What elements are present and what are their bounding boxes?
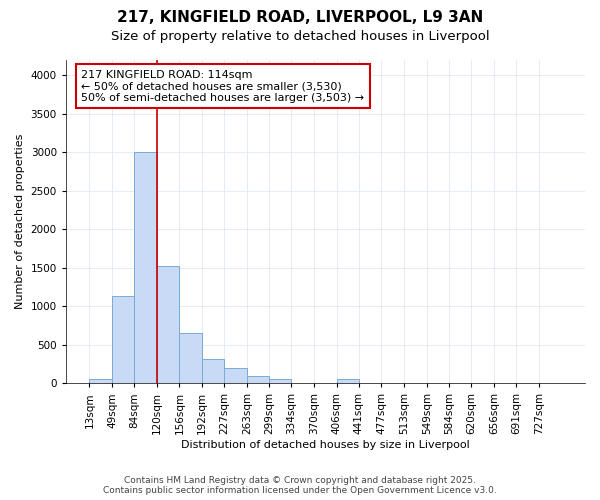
Bar (157, 266, 179, 384)
Bar (179, 334, 202, 384)
Text: Size of property relative to detached houses in Liverpool: Size of property relative to detached ho… (110, 30, 490, 43)
Bar (269, 380, 292, 384)
Text: Contains HM Land Registry data © Crown copyright and database right 2025.
Contai: Contains HM Land Registry data © Crown c… (103, 476, 497, 495)
Text: 217, KINGFIELD ROAD, LIVERPOOL, L9 3AN: 217, KINGFIELD ROAD, LIVERPOOL, L9 3AN (117, 10, 483, 25)
Bar (337, 380, 359, 384)
Bar (134, 152, 157, 384)
Bar (202, 358, 224, 384)
Bar (112, 296, 134, 384)
Y-axis label: Number of detached properties: Number of detached properties (15, 134, 25, 310)
Bar (247, 376, 269, 384)
Bar (224, 368, 247, 384)
X-axis label: Distribution of detached houses by size in Liverpool: Distribution of detached houses by size … (181, 440, 470, 450)
Bar (89, 380, 112, 384)
Text: 217 KINGFIELD ROAD: 114sqm
← 50% of detached houses are smaller (3,530)
50% of s: 217 KINGFIELD ROAD: 114sqm ← 50% of deta… (82, 70, 365, 103)
